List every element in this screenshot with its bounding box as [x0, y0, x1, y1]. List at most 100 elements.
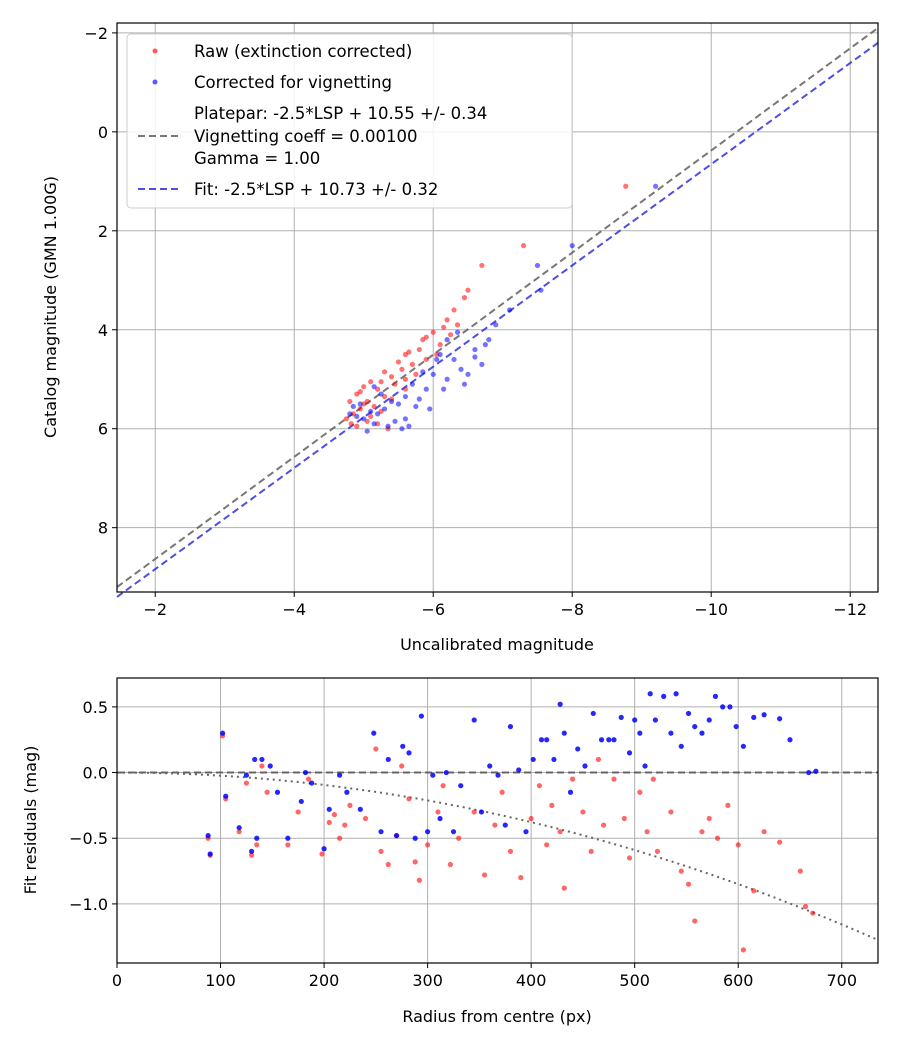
- raw-residual-point: [342, 822, 348, 828]
- raw-point: [392, 381, 398, 387]
- raw-point: [395, 359, 402, 365]
- corrected-point: [378, 391, 384, 397]
- raw-point: [371, 403, 377, 410]
- raw-residual-point: [761, 829, 767, 835]
- corrected-residual-point: [611, 737, 617, 743]
- raw-residual-point: [248, 852, 255, 858]
- corrected-point: [458, 366, 464, 372]
- raw-residual-point: [699, 829, 705, 835]
- raw-residual-point: [601, 822, 607, 828]
- corrected-point: [569, 243, 575, 249]
- raw-residual-point: [362, 815, 369, 822]
- corrected-residual-point: [236, 825, 242, 831]
- corrected-residual-point: [668, 730, 674, 736]
- raw-point: [420, 337, 426, 343]
- corrected-residual-point: [267, 763, 273, 769]
- bottom-x-tick-label: 700: [826, 971, 857, 990]
- raw-residual-point: [544, 842, 550, 848]
- raw-residual-point: [435, 809, 441, 815]
- corrected-residual-point: [458, 783, 464, 789]
- corrected-residual-point: [652, 717, 658, 723]
- bottom-grid: [116, 678, 878, 963]
- corrected-residual-point: [733, 723, 739, 730]
- corrected-residual-point: [642, 763, 648, 769]
- raw-residual-point: [580, 809, 586, 815]
- legend-label-platepar-3: Gamma = 1.00: [194, 149, 320, 168]
- corrected-point: [653, 183, 659, 189]
- raw-residual-point: [285, 842, 291, 848]
- raw-point: [520, 243, 527, 249]
- corrected-point: [486, 337, 492, 343]
- top-y-tick-label: 8: [98, 519, 108, 538]
- corrected-residual-point: [205, 833, 211, 839]
- corrected-residual-point: [248, 848, 255, 854]
- bottom-axes-border: [116, 677, 879, 964]
- corrected-residual-point: [530, 756, 536, 763]
- raw-residual-point: [678, 868, 684, 874]
- corrected-residual-point: [561, 730, 567, 736]
- raw-residual-point: [254, 842, 260, 848]
- corrected-point: [402, 393, 409, 400]
- raw-residual-point: [654, 848, 661, 854]
- legend: Raw (extinction corrected) Corrected for…: [126, 33, 573, 209]
- raw-residual-point: [810, 910, 816, 916]
- raw-residual-point: [650, 776, 656, 782]
- corrected-point: [538, 287, 544, 293]
- raw-residual-point: [347, 802, 353, 808]
- raw-residual-point: [569, 776, 576, 782]
- raw-point: [368, 379, 374, 385]
- raw-point: [406, 349, 412, 355]
- legend-label-platepar-1: Platepar: -2.5*LSP + 10.55 +/- 0.34: [194, 104, 487, 123]
- corrected-residual-point: [302, 769, 309, 776]
- bottom-x-tick-label: 400: [516, 971, 547, 990]
- corrected-residual-point: [344, 789, 350, 795]
- corrected-residual-point: [706, 717, 712, 723]
- corrected-residual-point: [425, 829, 431, 835]
- raw-residual-point: [481, 872, 488, 878]
- bottom-x-tick-label: 100: [205, 971, 236, 990]
- corrected-point: [361, 416, 367, 422]
- bottom-x-tick-label: 300: [412, 971, 443, 990]
- raw-point: [416, 346, 422, 353]
- raw-point: [409, 361, 415, 367]
- raw-residual-point: [471, 809, 477, 815]
- corrected-residual-point: [544, 737, 550, 743]
- raw-point: [348, 421, 354, 427]
- raw-residual-point: [735, 842, 741, 848]
- corrected-residual-point: [787, 737, 793, 743]
- corrected-point: [388, 398, 395, 405]
- corrected-point: [493, 322, 499, 328]
- corrected-residual-point: [618, 714, 624, 721]
- corrected-point: [430, 371, 436, 377]
- raw-residual-point: [456, 835, 462, 841]
- corrected-residual-point: [740, 743, 747, 749]
- corrected-point: [368, 408, 374, 415]
- bottom-y-tick-label: 0.5: [83, 698, 108, 717]
- raw-residual-point: [518, 875, 524, 881]
- corrected-residual-point: [223, 793, 229, 799]
- top-y-tick-label: 2: [98, 222, 108, 241]
- corrected-point: [465, 371, 471, 377]
- corrected-residual-point: [661, 693, 667, 699]
- bottom-y-tick-label: −0.5: [69, 829, 108, 848]
- raw-point: [347, 398, 353, 405]
- corrected-residual-point: [590, 710, 596, 717]
- raw-point: [441, 324, 447, 330]
- corrected-residual-point: [371, 730, 377, 736]
- residuals-scatter-chart: 0 100 200 300 400 500 600 700 −1.0 −0.5 0.0 0.5 Ra…: [21, 677, 879, 1026]
- corrected-residual-point: [326, 806, 332, 812]
- fit-line-fit: [116, 41, 879, 598]
- corrected-residual-point: [557, 701, 563, 707]
- legend-box: [126, 33, 573, 209]
- corrected-point: [357, 401, 363, 407]
- corrected-point: [409, 381, 415, 387]
- raw-point: [447, 332, 454, 338]
- corrected-residual-point: [450, 829, 457, 835]
- raw-residual-point: [611, 776, 617, 782]
- raw-point: [402, 386, 409, 392]
- raw-residual-point: [668, 809, 674, 815]
- corrected-residual-point: [606, 737, 612, 743]
- raw-residual-point: [406, 796, 412, 802]
- raw-point: [364, 398, 370, 405]
- raw-residual-point: [447, 861, 453, 868]
